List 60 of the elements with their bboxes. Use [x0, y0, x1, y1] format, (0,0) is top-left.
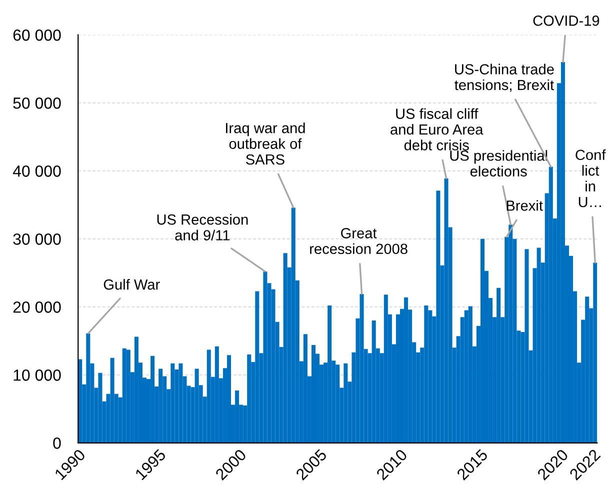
annotation: US fiscal cliff and Euro Area debt crisis — [390, 108, 484, 150]
annotation: COVID-19 — [533, 16, 600, 26]
bar — [424, 306, 428, 443]
annotation: US presidential elections — [450, 150, 548, 177]
bar — [303, 334, 308, 443]
bar — [98, 372, 102, 443]
y-tick-label: 40 000 — [12, 166, 61, 177]
annotation: Conf lict in U… — [576, 149, 606, 208]
bar — [247, 354, 252, 443]
bar — [436, 190, 440, 443]
bar — [110, 358, 114, 443]
bar — [158, 368, 163, 443]
bar — [328, 306, 332, 443]
bar — [283, 253, 288, 443]
bar — [226, 355, 232, 443]
bar — [126, 350, 130, 443]
bar — [336, 364, 340, 443]
bar — [86, 333, 90, 443]
y-tick-label: 60 000 — [13, 29, 61, 41]
bar — [178, 363, 183, 443]
bar — [170, 363, 175, 443]
bar — [134, 336, 138, 443]
bar — [263, 272, 268, 443]
bar — [585, 296, 590, 443]
bar — [593, 262, 598, 443]
y-tick-label: 30 000 — [13, 234, 61, 245]
bar — [311, 344, 316, 443]
bar — [235, 390, 240, 443]
y-tick-label: 10 000 — [14, 370, 61, 381]
bar — [291, 208, 296, 443]
annotation: Great recession 2008 — [310, 228, 408, 254]
bar — [468, 306, 472, 443]
annotation: Gulf War — [104, 278, 160, 290]
annotation: Brexit — [506, 200, 543, 211]
bar — [536, 248, 541, 443]
bar — [122, 348, 126, 443]
bar — [384, 294, 388, 443]
y-tick-label: 50 000 — [13, 98, 61, 109]
bar — [508, 224, 513, 443]
bar — [344, 363, 348, 443]
bar — [464, 310, 468, 443]
y-tick-label: 20 000 — [13, 302, 61, 313]
bar — [560, 62, 565, 443]
bar — [255, 291, 260, 443]
bar — [548, 166, 553, 443]
annotation: Iraq war and outbreak of SARS — [226, 122, 305, 165]
bar — [360, 294, 364, 443]
bar — [150, 356, 155, 443]
bar — [444, 178, 448, 443]
annotation: US-China trade tensions; Brexit — [454, 64, 554, 92]
bar — [194, 368, 199, 443]
bar — [206, 350, 211, 443]
bar — [404, 297, 408, 443]
bar — [372, 320, 376, 443]
bar — [524, 249, 529, 443]
bar — [214, 346, 219, 443]
annotation: US Recession and 9/11 — [157, 214, 248, 240]
bar — [496, 288, 501, 443]
y-tick-label: 0 — [53, 438, 61, 449]
bar — [480, 238, 484, 443]
